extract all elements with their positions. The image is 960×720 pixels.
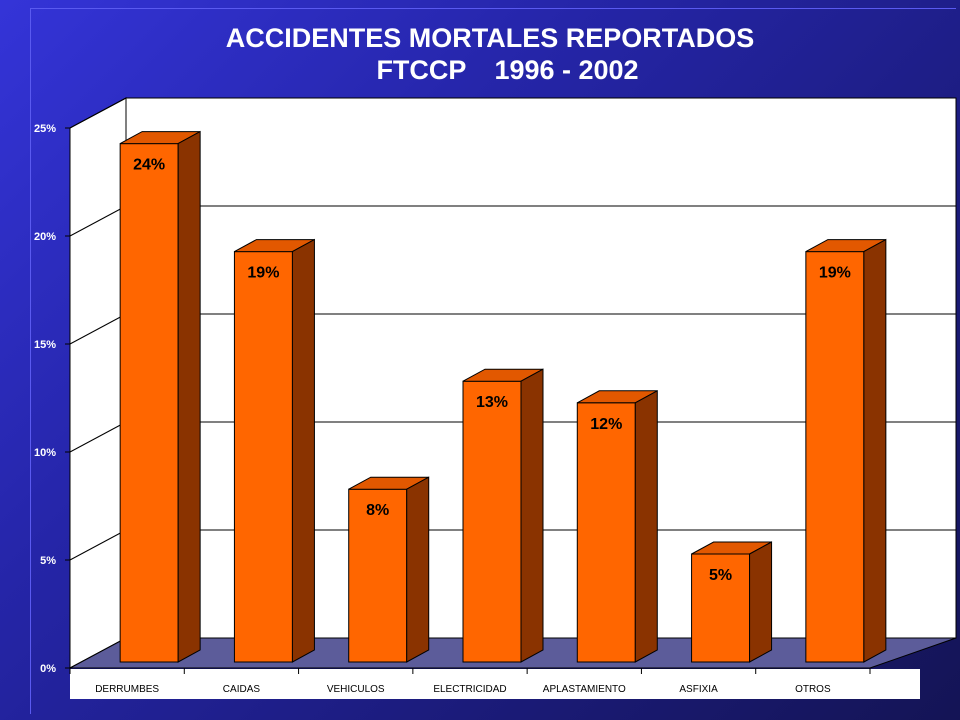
y-tick-label: 5% [40,555,56,567]
bar [462,368,544,663]
bar-front [348,488,408,663]
title-line-1: ACCIDENTES MORTALES REPORTADOS [225,23,755,53]
bar [233,238,315,663]
gridline-side [69,421,127,453]
chart-title: ACCIDENTES MORTALES REPORTADOS FTCCP 1996… [0,22,960,86]
x-tick-label: OTROS [795,684,831,695]
title-ftccp: FTCCP [376,55,467,85]
bar-side [863,238,887,663]
bar [805,238,887,663]
bar-side [749,541,773,663]
x-tick-label: DERRUMBES [95,684,159,695]
data-label: 8% [366,502,389,519]
bar-side [634,389,658,663]
bar-front [576,402,636,663]
y-tick-labels: 0% 5% 10% 15% 20% 25% [34,123,56,675]
x-tick-label: VEHICULOS [327,684,385,695]
gridline-side [69,529,127,561]
bar-front [805,251,865,663]
y-tick-label: 25% [34,123,56,135]
bar-front [233,251,293,663]
bar-front [119,143,179,663]
data-label: 19% [819,265,851,282]
data-label: 5% [709,567,732,584]
x-tick-label: APLASTAMIENTO [543,684,626,695]
data-label: 24% [133,157,165,174]
gridline-side [69,97,127,129]
bar-side [520,368,544,663]
bar [119,130,201,663]
bar-side [406,476,430,663]
bar-side [177,130,201,663]
bar [576,389,658,663]
bar [348,476,430,663]
bars [119,130,887,663]
data-label: 19% [247,265,279,282]
plot-side-wall [69,97,127,669]
x-tick-labels: DERRUMBES CAIDAS VEHICULOS ELECTRICIDAD APLA… [69,668,871,695]
title-years: 1996 - 2002 [494,55,639,85]
x-tick-label: CAIDAS [223,684,261,695]
slide-frame [30,8,956,714]
data-labels: 24% 19% 8% 13% 12% 5% 19% [133,157,851,584]
gridline-side [69,313,127,345]
x-axis-label-band [70,669,920,699]
bar-front [691,553,751,663]
y-tick-label: 20% [34,231,56,243]
bar [691,541,773,663]
title-line-2: FTCCP 1996 - 2002 [0,54,960,86]
bar-side [291,238,315,663]
data-label: 13% [476,394,508,411]
gridline-side [69,205,127,237]
y-tick-label: 10% [34,447,56,459]
bar-front [462,380,522,663]
x-tick-label: ELECTRICIDAD [433,684,506,695]
y-tick-label: 15% [34,339,56,351]
y-tick-label: 0% [40,663,56,675]
data-label: 12% [590,416,622,433]
x-tick-label: ASFIXIA [679,684,718,695]
